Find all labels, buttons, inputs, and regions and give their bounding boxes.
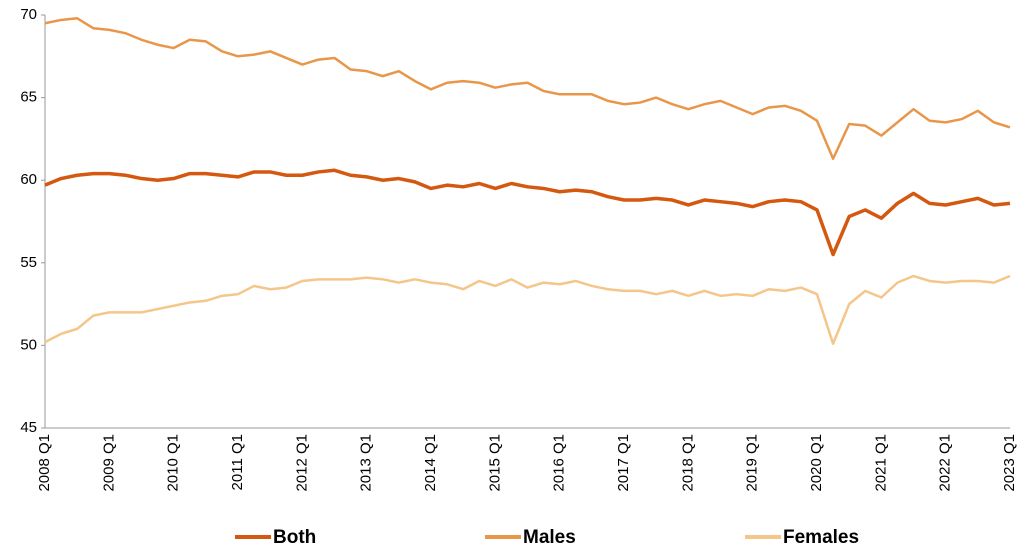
x-tick-label: 2013 Q1: [358, 434, 375, 492]
series-line: [44, 168, 1011, 257]
x-tick-label: 2009 Q1: [100, 434, 117, 492]
y-tick-label: 45: [20, 419, 37, 436]
y-tick-label: 55: [20, 254, 37, 271]
legend-label: Males: [523, 527, 576, 548]
x-tick-label: 2021 Q1: [872, 434, 889, 492]
legend-label: Females: [783, 527, 859, 548]
x-tick-label: 2023 Q1: [1001, 434, 1018, 492]
y-tick-label: 65: [20, 89, 37, 106]
legend-label: Both: [273, 527, 316, 548]
x-tick-label: 2018 Q1: [679, 434, 696, 492]
series-line: [44, 274, 1011, 345]
x-tick-label: 2014 Q1: [422, 434, 439, 492]
x-tick-label: 2020 Q1: [808, 434, 825, 492]
x-tick-label: 2017 Q1: [615, 434, 632, 492]
x-tick-label: 2015 Q1: [486, 434, 503, 492]
y-tick-label: 60: [20, 171, 37, 188]
x-tick-label: 2010 Q1: [165, 434, 182, 492]
x-tick-label: 2011 Q1: [229, 434, 246, 490]
y-tick-label: 50: [20, 336, 37, 353]
x-tick-label: 2008 Q1: [36, 434, 53, 492]
x-tick-label: 2012 Q1: [293, 434, 310, 492]
x-tick-label: 2016 Q1: [551, 434, 568, 492]
y-tick-label: 70: [20, 6, 37, 23]
x-tick-label: 2019 Q1: [744, 434, 761, 492]
series-line: [44, 17, 1011, 160]
x-tick-label: 2022 Q1: [937, 434, 954, 492]
